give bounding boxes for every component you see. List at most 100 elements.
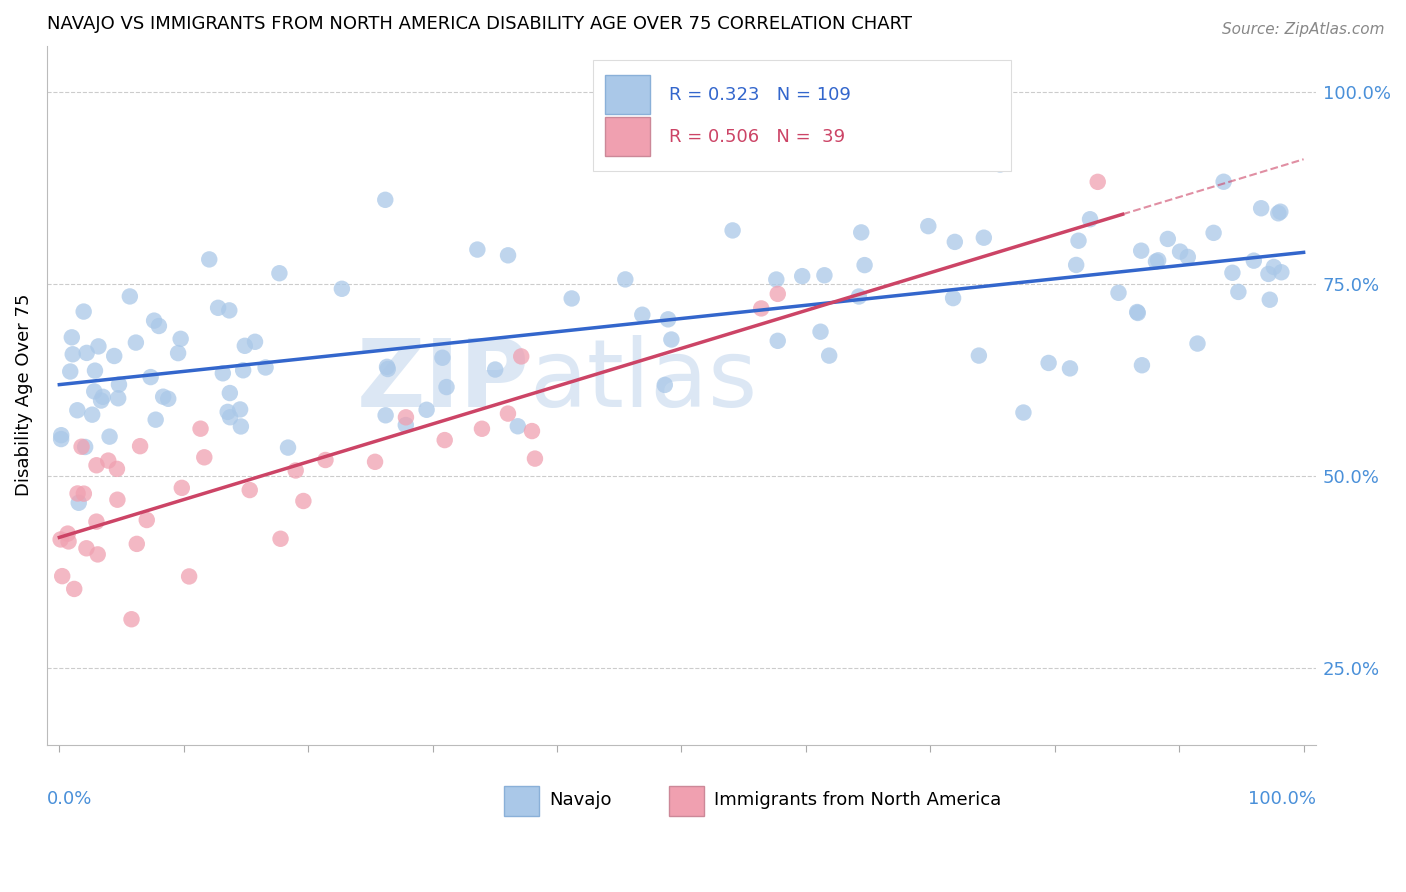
Point	[292, 494, 315, 508]
Point	[1130, 358, 1153, 372]
Point	[75, 440, 97, 454]
Point	[167, 346, 190, 360]
Point	[496, 248, 519, 262]
Text: 100.0%: 100.0%	[1249, 790, 1316, 808]
Point	[1270, 204, 1292, 219]
Point	[364, 455, 387, 469]
Point	[107, 391, 129, 405]
Point	[973, 230, 995, 244]
Point	[73, 304, 96, 318]
Point	[198, 252, 221, 267]
Point	[967, 349, 990, 363]
Point	[56, 526, 79, 541]
Point	[73, 486, 96, 500]
Point	[148, 318, 170, 333]
Point	[1087, 175, 1109, 189]
Point	[374, 409, 396, 423]
Point	[229, 402, 252, 417]
FancyBboxPatch shape	[669, 787, 704, 816]
Point	[152, 390, 174, 404]
Point	[433, 433, 456, 447]
Point	[314, 453, 336, 467]
Point	[63, 582, 86, 596]
Point	[523, 451, 546, 466]
Point	[232, 363, 254, 377]
Point	[51, 569, 73, 583]
Point	[1130, 244, 1153, 258]
Text: Navajo: Navajo	[550, 791, 612, 809]
Point	[395, 417, 418, 432]
Point	[1038, 356, 1060, 370]
Point	[218, 386, 240, 401]
Point	[139, 370, 162, 384]
Point	[853, 258, 876, 272]
Point	[851, 226, 873, 240]
Point	[1147, 253, 1170, 268]
Point	[103, 349, 125, 363]
Text: atlas: atlas	[529, 335, 758, 427]
Point	[91, 390, 114, 404]
Point	[284, 463, 307, 477]
Point	[436, 380, 458, 394]
Point	[1064, 258, 1087, 272]
Point	[87, 339, 110, 353]
FancyBboxPatch shape	[606, 117, 650, 156]
Point	[58, 534, 80, 549]
Point	[269, 266, 291, 280]
Point	[506, 419, 529, 434]
Point	[917, 219, 939, 234]
Point	[1243, 253, 1265, 268]
Point	[49, 432, 72, 446]
Point	[374, 193, 396, 207]
Point	[813, 268, 835, 283]
Point	[60, 330, 83, 344]
Point	[1067, 234, 1090, 248]
Point	[471, 422, 494, 436]
Point	[330, 282, 353, 296]
Point	[848, 289, 870, 303]
Point	[810, 325, 832, 339]
Point	[377, 362, 399, 376]
Point	[86, 515, 108, 529]
Point	[121, 612, 143, 626]
Point	[1267, 206, 1289, 220]
Point	[277, 441, 299, 455]
Point	[766, 334, 789, 348]
Point	[765, 272, 787, 286]
Point	[125, 335, 148, 350]
Point	[1250, 201, 1272, 215]
Point	[1263, 260, 1285, 274]
Point	[1078, 212, 1101, 227]
Point	[211, 366, 233, 380]
Point	[66, 403, 89, 417]
Point	[125, 537, 148, 551]
Point	[90, 393, 112, 408]
Point	[484, 362, 506, 376]
Text: NAVAJO VS IMMIGRANTS FROM NORTH AMERICA DISABILITY AGE OVER 75 CORRELATION CHART: NAVAJO VS IMMIGRANTS FROM NORTH AMERICA …	[46, 15, 912, 33]
Point	[49, 533, 72, 547]
Text: R = 0.506   N =  39: R = 0.506 N = 39	[669, 128, 845, 145]
Point	[661, 333, 683, 347]
Point	[83, 384, 105, 399]
Point	[59, 364, 82, 378]
Point	[631, 308, 654, 322]
Point	[721, 223, 744, 237]
Point	[217, 405, 239, 419]
Point	[818, 349, 841, 363]
Point	[1012, 405, 1035, 419]
Point	[749, 301, 772, 316]
Point	[145, 412, 167, 426]
Point	[135, 513, 157, 527]
Point	[766, 286, 789, 301]
Point	[76, 346, 98, 360]
Point	[395, 410, 418, 425]
Point	[51, 428, 73, 442]
Point	[1257, 267, 1279, 281]
Point	[1126, 305, 1149, 319]
Point	[207, 301, 229, 315]
Point	[218, 303, 240, 318]
Text: Immigrants from North America: Immigrants from North America	[714, 791, 1001, 809]
Y-axis label: Disability Age Over 75: Disability Age Over 75	[15, 293, 32, 496]
Point	[1144, 254, 1167, 268]
Point	[1177, 250, 1199, 264]
